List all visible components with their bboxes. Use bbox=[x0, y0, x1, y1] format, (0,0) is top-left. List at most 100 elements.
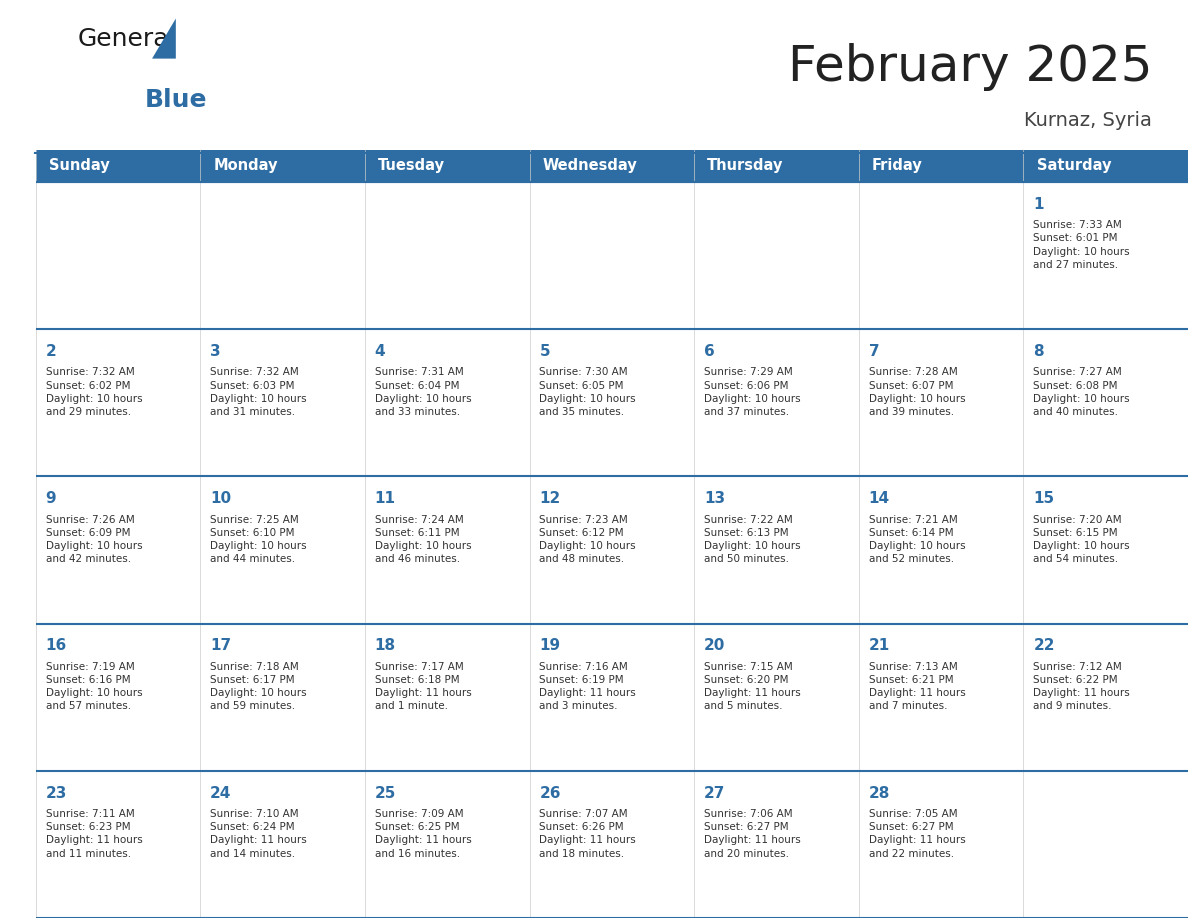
FancyBboxPatch shape bbox=[201, 771, 365, 918]
Text: Sunrise: 7:20 AM
Sunset: 6:15 PM
Daylight: 10 hours
and 54 minutes.: Sunrise: 7:20 AM Sunset: 6:15 PM Dayligh… bbox=[1034, 515, 1130, 565]
FancyBboxPatch shape bbox=[1023, 330, 1188, 476]
Text: Sunrise: 7:12 AM
Sunset: 6:22 PM
Daylight: 11 hours
and 9 minutes.: Sunrise: 7:12 AM Sunset: 6:22 PM Dayligh… bbox=[1034, 662, 1130, 711]
Text: Sunrise: 7:10 AM
Sunset: 6:24 PM
Daylight: 11 hours
and 14 minutes.: Sunrise: 7:10 AM Sunset: 6:24 PM Dayligh… bbox=[210, 809, 307, 858]
Text: Wednesday: Wednesday bbox=[543, 158, 638, 174]
Text: Sunrise: 7:07 AM
Sunset: 6:26 PM
Daylight: 11 hours
and 18 minutes.: Sunrise: 7:07 AM Sunset: 6:26 PM Dayligh… bbox=[539, 809, 636, 858]
Text: Sunrise: 7:29 AM
Sunset: 6:06 PM
Daylight: 10 hours
and 37 minutes.: Sunrise: 7:29 AM Sunset: 6:06 PM Dayligh… bbox=[704, 367, 801, 417]
Text: Sunrise: 7:22 AM
Sunset: 6:13 PM
Daylight: 10 hours
and 50 minutes.: Sunrise: 7:22 AM Sunset: 6:13 PM Dayligh… bbox=[704, 515, 801, 565]
FancyBboxPatch shape bbox=[201, 182, 365, 330]
FancyBboxPatch shape bbox=[36, 182, 201, 330]
Text: Sunrise: 7:11 AM
Sunset: 6:23 PM
Daylight: 11 hours
and 11 minutes.: Sunrise: 7:11 AM Sunset: 6:23 PM Dayligh… bbox=[45, 809, 143, 858]
Text: Monday: Monday bbox=[214, 158, 278, 174]
Text: Sunrise: 7:18 AM
Sunset: 6:17 PM
Daylight: 10 hours
and 59 minutes.: Sunrise: 7:18 AM Sunset: 6:17 PM Dayligh… bbox=[210, 662, 307, 711]
FancyBboxPatch shape bbox=[530, 150, 694, 182]
FancyBboxPatch shape bbox=[530, 182, 694, 330]
Text: 19: 19 bbox=[539, 638, 561, 654]
Text: Saturday: Saturday bbox=[1037, 158, 1111, 174]
FancyBboxPatch shape bbox=[530, 476, 694, 623]
Text: Sunrise: 7:32 AM
Sunset: 6:02 PM
Daylight: 10 hours
and 29 minutes.: Sunrise: 7:32 AM Sunset: 6:02 PM Dayligh… bbox=[45, 367, 143, 417]
Text: Sunrise: 7:32 AM
Sunset: 6:03 PM
Daylight: 10 hours
and 31 minutes.: Sunrise: 7:32 AM Sunset: 6:03 PM Dayligh… bbox=[210, 367, 307, 417]
Text: 17: 17 bbox=[210, 638, 232, 654]
FancyBboxPatch shape bbox=[36, 623, 201, 771]
FancyBboxPatch shape bbox=[694, 330, 859, 476]
Text: 3: 3 bbox=[210, 344, 221, 359]
Text: Blue: Blue bbox=[145, 88, 208, 112]
FancyBboxPatch shape bbox=[36, 476, 201, 623]
FancyBboxPatch shape bbox=[859, 330, 1023, 476]
Text: 13: 13 bbox=[704, 491, 725, 506]
Text: 10: 10 bbox=[210, 491, 232, 506]
Text: 4: 4 bbox=[374, 344, 385, 359]
Text: Sunrise: 7:09 AM
Sunset: 6:25 PM
Daylight: 11 hours
and 16 minutes.: Sunrise: 7:09 AM Sunset: 6:25 PM Dayligh… bbox=[374, 809, 472, 858]
Text: Sunrise: 7:33 AM
Sunset: 6:01 PM
Daylight: 10 hours
and 27 minutes.: Sunrise: 7:33 AM Sunset: 6:01 PM Dayligh… bbox=[1034, 220, 1130, 270]
Text: 2: 2 bbox=[45, 344, 56, 359]
Text: Sunrise: 7:15 AM
Sunset: 6:20 PM
Daylight: 11 hours
and 5 minutes.: Sunrise: 7:15 AM Sunset: 6:20 PM Dayligh… bbox=[704, 662, 801, 711]
FancyBboxPatch shape bbox=[36, 771, 201, 918]
Text: 16: 16 bbox=[45, 638, 67, 654]
Text: 5: 5 bbox=[539, 344, 550, 359]
Text: Sunrise: 7:25 AM
Sunset: 6:10 PM
Daylight: 10 hours
and 44 minutes.: Sunrise: 7:25 AM Sunset: 6:10 PM Dayligh… bbox=[210, 515, 307, 565]
Text: 18: 18 bbox=[374, 638, 396, 654]
Text: Sunrise: 7:31 AM
Sunset: 6:04 PM
Daylight: 10 hours
and 33 minutes.: Sunrise: 7:31 AM Sunset: 6:04 PM Dayligh… bbox=[374, 367, 472, 417]
FancyBboxPatch shape bbox=[365, 771, 530, 918]
Text: Sunrise: 7:24 AM
Sunset: 6:11 PM
Daylight: 10 hours
and 46 minutes.: Sunrise: 7:24 AM Sunset: 6:11 PM Dayligh… bbox=[374, 515, 472, 565]
Text: Sunrise: 7:06 AM
Sunset: 6:27 PM
Daylight: 11 hours
and 20 minutes.: Sunrise: 7:06 AM Sunset: 6:27 PM Dayligh… bbox=[704, 809, 801, 858]
FancyBboxPatch shape bbox=[694, 623, 859, 771]
FancyBboxPatch shape bbox=[530, 330, 694, 476]
Text: Sunrise: 7:30 AM
Sunset: 6:05 PM
Daylight: 10 hours
and 35 minutes.: Sunrise: 7:30 AM Sunset: 6:05 PM Dayligh… bbox=[539, 367, 636, 417]
Text: 12: 12 bbox=[539, 491, 561, 506]
Polygon shape bbox=[152, 18, 176, 59]
FancyBboxPatch shape bbox=[859, 623, 1023, 771]
Text: Thursday: Thursday bbox=[707, 158, 784, 174]
Text: Sunrise: 7:19 AM
Sunset: 6:16 PM
Daylight: 10 hours
and 57 minutes.: Sunrise: 7:19 AM Sunset: 6:16 PM Dayligh… bbox=[45, 662, 143, 711]
Text: Sunrise: 7:21 AM
Sunset: 6:14 PM
Daylight: 10 hours
and 52 minutes.: Sunrise: 7:21 AM Sunset: 6:14 PM Dayligh… bbox=[868, 515, 966, 565]
Text: Sunrise: 7:16 AM
Sunset: 6:19 PM
Daylight: 11 hours
and 3 minutes.: Sunrise: 7:16 AM Sunset: 6:19 PM Dayligh… bbox=[539, 662, 636, 711]
Text: Kurnaz, Syria: Kurnaz, Syria bbox=[1024, 111, 1152, 130]
FancyBboxPatch shape bbox=[201, 150, 365, 182]
FancyBboxPatch shape bbox=[201, 330, 365, 476]
FancyBboxPatch shape bbox=[36, 150, 201, 182]
Text: Sunday: Sunday bbox=[49, 158, 109, 174]
FancyBboxPatch shape bbox=[530, 771, 694, 918]
Text: 6: 6 bbox=[704, 344, 715, 359]
Text: 23: 23 bbox=[45, 786, 67, 800]
Text: 21: 21 bbox=[868, 638, 890, 654]
FancyBboxPatch shape bbox=[1023, 771, 1188, 918]
Text: Friday: Friday bbox=[872, 158, 923, 174]
Text: Sunrise: 7:13 AM
Sunset: 6:21 PM
Daylight: 11 hours
and 7 minutes.: Sunrise: 7:13 AM Sunset: 6:21 PM Dayligh… bbox=[868, 662, 966, 711]
Text: 14: 14 bbox=[868, 491, 890, 506]
Text: Tuesday: Tuesday bbox=[378, 158, 446, 174]
Text: Sunrise: 7:28 AM
Sunset: 6:07 PM
Daylight: 10 hours
and 39 minutes.: Sunrise: 7:28 AM Sunset: 6:07 PM Dayligh… bbox=[868, 367, 966, 417]
Text: 1: 1 bbox=[1034, 196, 1044, 212]
FancyBboxPatch shape bbox=[1023, 623, 1188, 771]
FancyBboxPatch shape bbox=[201, 476, 365, 623]
Text: Sunrise: 7:17 AM
Sunset: 6:18 PM
Daylight: 11 hours
and 1 minute.: Sunrise: 7:17 AM Sunset: 6:18 PM Dayligh… bbox=[374, 662, 472, 711]
FancyBboxPatch shape bbox=[530, 623, 694, 771]
FancyBboxPatch shape bbox=[1023, 150, 1188, 182]
FancyBboxPatch shape bbox=[859, 182, 1023, 330]
FancyBboxPatch shape bbox=[365, 623, 530, 771]
FancyBboxPatch shape bbox=[694, 150, 859, 182]
FancyBboxPatch shape bbox=[1023, 182, 1188, 330]
Text: 26: 26 bbox=[539, 786, 561, 800]
Text: 9: 9 bbox=[45, 491, 56, 506]
FancyBboxPatch shape bbox=[365, 150, 530, 182]
FancyBboxPatch shape bbox=[694, 476, 859, 623]
Text: 20: 20 bbox=[704, 638, 726, 654]
Text: 22: 22 bbox=[1034, 638, 1055, 654]
Text: 8: 8 bbox=[1034, 344, 1044, 359]
Text: 15: 15 bbox=[1034, 491, 1055, 506]
Text: 7: 7 bbox=[868, 344, 879, 359]
FancyBboxPatch shape bbox=[694, 771, 859, 918]
Text: 27: 27 bbox=[704, 786, 726, 800]
Text: 24: 24 bbox=[210, 786, 232, 800]
Text: Sunrise: 7:27 AM
Sunset: 6:08 PM
Daylight: 10 hours
and 40 minutes.: Sunrise: 7:27 AM Sunset: 6:08 PM Dayligh… bbox=[1034, 367, 1130, 417]
Text: February 2025: February 2025 bbox=[788, 43, 1152, 91]
Text: 11: 11 bbox=[374, 491, 396, 506]
FancyBboxPatch shape bbox=[694, 182, 859, 330]
Text: 28: 28 bbox=[868, 786, 890, 800]
FancyBboxPatch shape bbox=[859, 771, 1023, 918]
FancyBboxPatch shape bbox=[859, 150, 1023, 182]
Text: Sunrise: 7:05 AM
Sunset: 6:27 PM
Daylight: 11 hours
and 22 minutes.: Sunrise: 7:05 AM Sunset: 6:27 PM Dayligh… bbox=[868, 809, 966, 858]
FancyBboxPatch shape bbox=[365, 182, 530, 330]
